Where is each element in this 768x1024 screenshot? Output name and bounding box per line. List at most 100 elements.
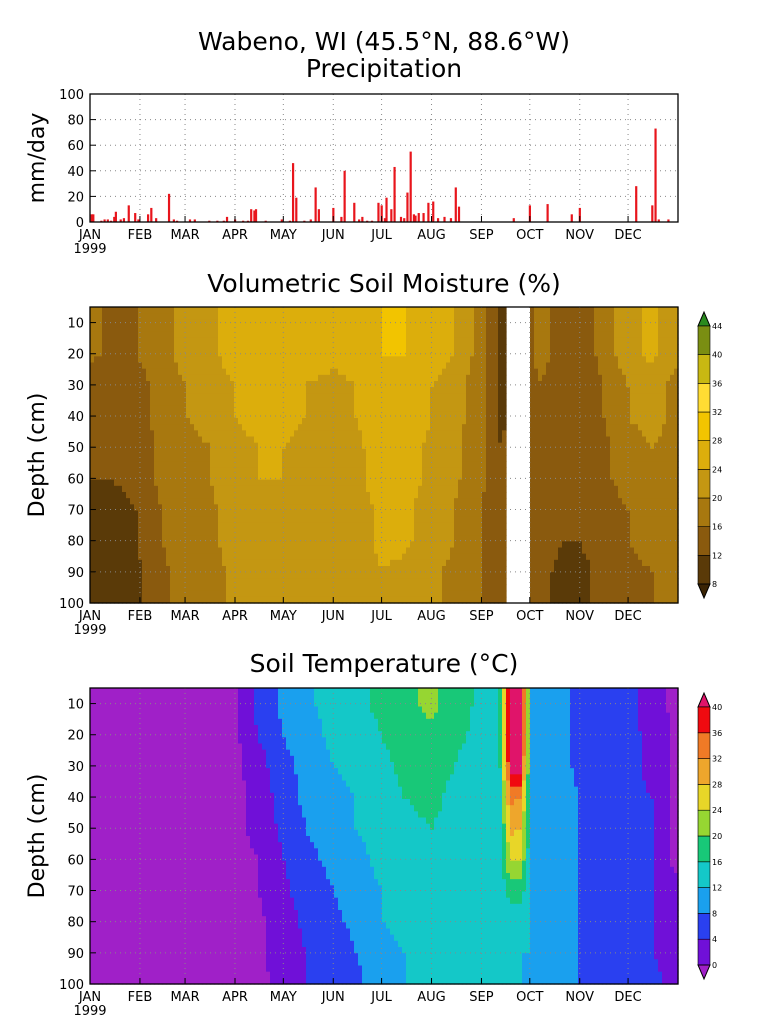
precip-bar: [146, 214, 150, 222]
y-tick-label: 60: [67, 139, 84, 154]
heat-cell: [174, 547, 179, 555]
heat-cell: [130, 498, 135, 505]
heat-cell: [482, 448, 487, 456]
heat-cell: [282, 492, 287, 499]
heat-cell: [230, 331, 235, 339]
heat-cell: [338, 418, 343, 425]
heat-cell: [90, 393, 95, 401]
heat-cell: [214, 331, 219, 339]
heat-cell: [258, 418, 263, 425]
heat-cell: [182, 362, 187, 370]
heat-cell: [190, 584, 195, 592]
heat-cell: [258, 325, 263, 333]
heat-cell: [186, 590, 191, 598]
heat-cell: [282, 504, 287, 512]
heat-cell: [350, 325, 355, 333]
heat-cell: [138, 516, 143, 524]
heat-cell: [270, 337, 275, 345]
x-tick-label: JUL: [370, 228, 392, 243]
heat-cell: [422, 411, 427, 419]
heat-cell: [338, 442, 343, 450]
heat-cell: [366, 596, 371, 604]
heat-cell: [410, 473, 415, 481]
heat-cell: [94, 381, 99, 388]
heat-cell: [122, 541, 127, 549]
heat-cell: [434, 374, 439, 382]
heat-cell: [290, 541, 295, 549]
heat-cell: [346, 418, 351, 425]
heat-cell: [150, 381, 155, 388]
heat-cell: [362, 424, 367, 431]
heat-cell: [262, 374, 267, 382]
heat-cell: [486, 399, 491, 407]
heat-cell: [250, 319, 255, 327]
heat-cell: [470, 541, 475, 549]
heat-cell: [334, 467, 339, 475]
heat-cell: [226, 374, 231, 382]
heat-cell: [234, 436, 239, 444]
heat-cell: [166, 374, 171, 382]
x-tick-label: MAY: [270, 228, 297, 243]
heat-cell: [190, 442, 195, 450]
heat-cell: [358, 559, 363, 567]
heat-cell: [206, 578, 211, 586]
heat-cell: [470, 418, 475, 425]
heat-cell: [462, 424, 467, 431]
heat-cell: [406, 547, 411, 555]
heat-cell: [386, 584, 391, 592]
heat-cell: [118, 381, 123, 388]
heat-cell: [238, 313, 243, 320]
heat-cell: [458, 337, 463, 345]
heat-cell: [126, 411, 131, 419]
heat-cell: [202, 516, 207, 524]
heat-cell: [330, 356, 335, 364]
heat-cell: [342, 479, 347, 487]
heat-cell: [466, 455, 471, 462]
heat-cell: [478, 522, 483, 530]
heat-cell: [390, 455, 395, 462]
heat-cell: [398, 492, 403, 499]
heat-cell: [210, 448, 215, 456]
heat-cell: [398, 461, 403, 468]
heat-cell: [170, 590, 175, 598]
heat-cell: [474, 331, 479, 339]
heat-cell: [314, 344, 319, 351]
heat-cell: [410, 522, 415, 530]
heat-cell: [454, 350, 459, 357]
heat-cell: [294, 590, 299, 598]
heat-cell: [230, 553, 235, 561]
heat-cell: [278, 368, 283, 376]
heat-cell: [374, 559, 379, 567]
heat-cell: [98, 504, 103, 512]
heat-cell: [342, 405, 347, 413]
heat-cell: [238, 387, 243, 394]
heat-cell: [390, 516, 395, 524]
heat-cell: [174, 313, 179, 320]
heat-cell: [118, 337, 123, 345]
heat-cell: [102, 485, 107, 493]
heat-cell: [426, 430, 431, 438]
heat-cell: [290, 387, 295, 394]
heat-cell: [366, 461, 371, 468]
heat-cell: [286, 362, 291, 370]
heat-cell: [302, 356, 307, 364]
heat-cell: [166, 356, 171, 364]
heat-cell: [290, 535, 295, 542]
heat-cell: [434, 319, 439, 327]
y-tick-label: 40: [67, 165, 84, 180]
precip-bar: [225, 216, 229, 222]
heat-cell: [242, 319, 247, 327]
heat-cell: [338, 430, 343, 438]
heat-cell: [90, 344, 95, 351]
heat-cell: [478, 436, 483, 444]
heat-cell: [182, 448, 187, 456]
heat-cell: [106, 325, 111, 333]
heat-cell: [342, 381, 347, 388]
heat-cell: [178, 356, 183, 364]
precip-bar: [454, 187, 457, 222]
heat-cell: [458, 313, 463, 320]
heat-cell: [214, 319, 219, 327]
heat-cell: [334, 307, 339, 314]
heat-cell: [138, 393, 143, 401]
heat-cell: [230, 498, 235, 505]
